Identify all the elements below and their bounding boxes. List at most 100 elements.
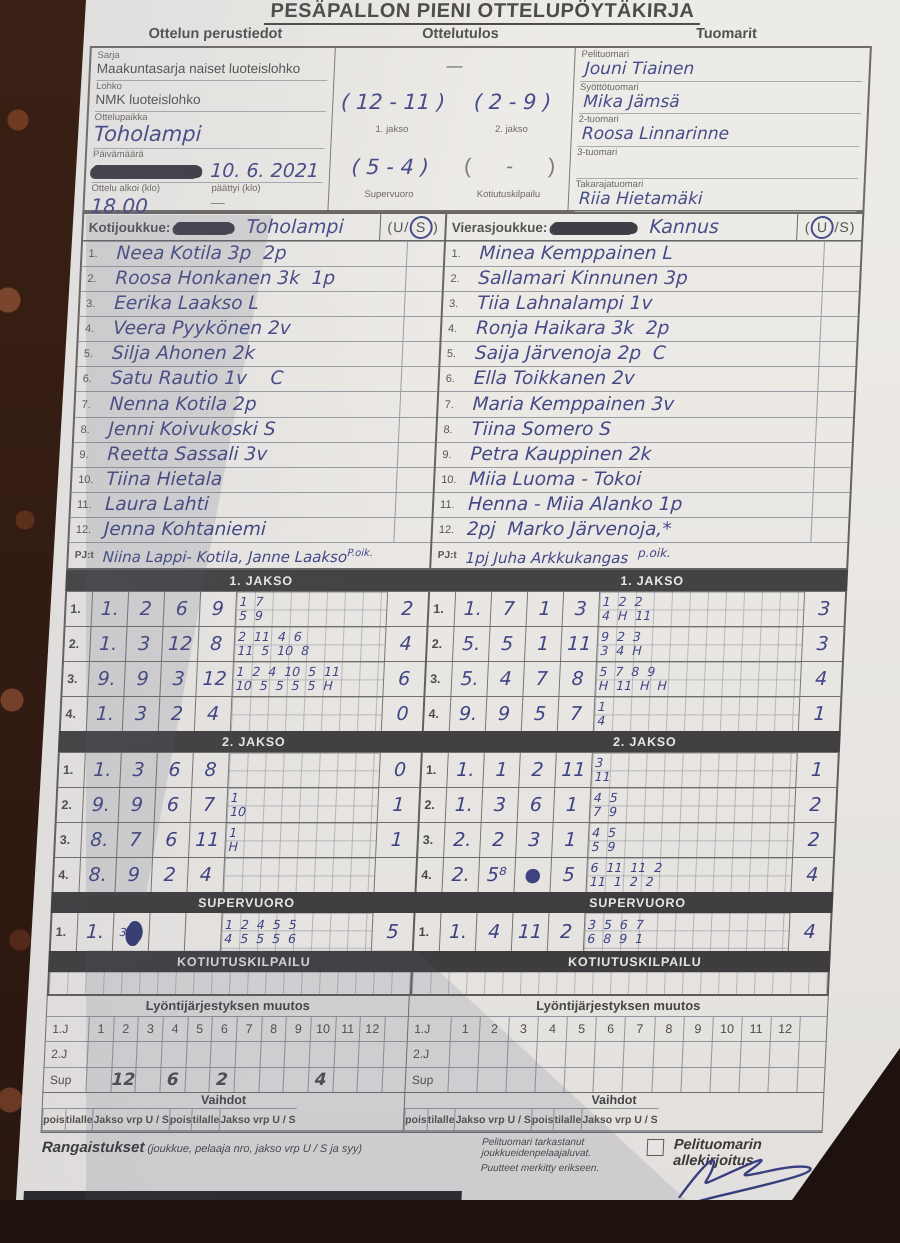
row-label-sup: Sup [411,1072,434,1087]
batting-header-row: 1.J 1 2 3 4 5 6 7 8 9 10 11 12 [45,1016,408,1042]
player-number: 8. [80,423,90,436]
kotiutus-result: ( - ) Kotiutuskilpailu [448,147,570,212]
player-row-end-cell [813,442,852,467]
lead-off-cell: 9. [449,697,488,731]
coaches-label: PJ:t [437,549,457,561]
batting-col-number: 2 [112,1017,139,1042]
period2-bar-home-label: 2. JAKSO [221,734,286,749]
score-cell: 5 [521,697,560,731]
lead-off-cell: 1. [84,753,122,787]
batting-cell [593,1042,625,1067]
player-row-end-cell [404,267,443,292]
inning-number: 1. [428,592,457,626]
player-number: 11. [439,498,455,511]
score-row: 4. 2. 5⁸ ● 5 6 11 11 2 11 1 2 2 4 [416,857,834,892]
run-total: 4 [399,633,413,655]
roster-checkbox [646,1139,665,1156]
batting-col-number: 8 [653,1017,684,1042]
score-grid [230,697,384,731]
home-supervuoro-table: 1. 1. 3 1 2 4 5 5 4 5 5 5 6 5 [50,913,416,951]
supervuoro-score: ( 5 - 4 ) [350,155,430,179]
batting-tail-cell [381,1067,406,1092]
grid-bottom-line: 5 9 [238,608,264,623]
score-cell: 8 [197,627,236,661]
batting-cell [623,1042,654,1067]
home-period2-table: 1. 1. 3 6 8 0 2. 9. [53,752,423,892]
score-row: 2. 9. 9 6 7 1 10 1 [56,787,420,822]
score-cell: 1 [552,823,590,857]
player-row-end-cell [810,517,849,542]
batting-col-number: 12 [769,1017,800,1042]
batting-col-number: 7 [624,1017,655,1042]
home-coaches: Niina Lappi- Kotila, Janne LaaksoP.oik. [102,544,430,567]
lead-off-cell: 1. [86,697,125,731]
score-cell: 2 [127,592,166,626]
away-coach-names: 1pj Juha Arkkukangas [465,548,629,567]
score-grid: 1 10 [226,788,380,822]
run-total: 1 [391,794,405,816]
grid-top-line: 6 11 11 2 [590,859,663,875]
score-cell: ● [514,858,553,892]
form-title-row: PESÄPALLON PIENI OTTELUPÖYTÄKIRJA [91,0,874,26]
batting-col-number: 11 [740,1017,771,1042]
blot-note: 3 [119,925,127,939]
crossed-out-printed-date [91,165,201,177]
score-cell: 1 [526,592,565,626]
run-total: 6 [397,668,411,690]
kotiutus-caption: Kotiutuskilpailu [476,189,541,200]
umpire-name: Mika Jämsä [582,91,681,112]
away-u-circled: U [810,215,835,239]
grid-top-line: 1 [230,789,240,805]
score-row: 1. 1. 4 11 2 3 5 6 7 6 8 9 1 4 [413,913,831,951]
score-cell: 3 [516,823,554,857]
row-label-sup: Sup [49,1072,72,1087]
player-row-end-cell [812,467,851,492]
player-row: 5. Silja Ahonen 2k [77,341,440,367]
home-team-name: Toholampi [245,216,345,238]
score-grid: 6 11 11 2 11 1 2 2 [586,858,794,892]
period2-result: ( 2 - 9 ) 2. jakso [451,82,573,147]
date-field: Päivämäärä 10. 6. 2021 [91,149,325,183]
away-coaches-row: PJ:t 1pj Juha Arkkukangas p.oik. [431,541,848,568]
player-row-end-cell [397,417,437,442]
player-row-end-cell [820,292,859,317]
batting-cell [476,1067,507,1092]
run-total [374,858,416,892]
player-number: 9. [442,448,452,461]
score-cell: 11 [511,913,550,951]
grid-bottom-line: 5 9 [591,839,616,854]
player-row-end-cell [395,467,434,492]
grid-bottom-line [234,714,235,729]
run-total: 2 [400,598,414,620]
batting-cell [333,1042,359,1067]
player-name: Henna - Miia Alanko 1p [467,493,683,515]
player-name: Neea Kotila 3p 2p [116,243,288,265]
batting-cell [505,1067,536,1092]
run-total: 1 [390,829,404,851]
batting-cell [447,1067,478,1092]
series-field: Sarja Maakuntasarja naiset luoteislohko [96,50,329,81]
player-name: Reetta Sassali 3v [106,443,268,465]
score-cell: 6 [156,753,194,787]
score-row: 4. 8. 9 2 4 [53,857,417,892]
score-cell: 3 [562,592,601,626]
player-row: 8. Jenni Koivukoski S [73,416,437,442]
grid-bottom-line [231,770,232,785]
batting-sup-cells [447,1067,798,1092]
period1-score-tables: 1. 1. 2 6 9 1 7 5 9 2 2. 1. [58,591,848,731]
player-name: Roosa Honkanen 3k 1p [114,268,336,290]
player-row-end-cell [403,292,442,317]
grid-top-line: 1 [228,824,238,840]
score-cell: 9 [199,592,238,626]
player-number: 10. [77,473,94,486]
batting-cell [233,1067,260,1092]
score-cell [184,913,223,951]
batting-col-number: 2 [478,1017,509,1042]
player-number: 10. [440,473,457,486]
score-cell: 5⁸ [478,858,517,892]
score-cell: 7 [557,697,596,731]
final-score-dash: — [446,58,463,75]
away-period1-table: 1. 1. 7 1 3 1 2 2 4 H 11 3 2. 5 [423,591,846,731]
umpire-field: Takarajatuomari Riia Hietamäki [574,179,858,212]
